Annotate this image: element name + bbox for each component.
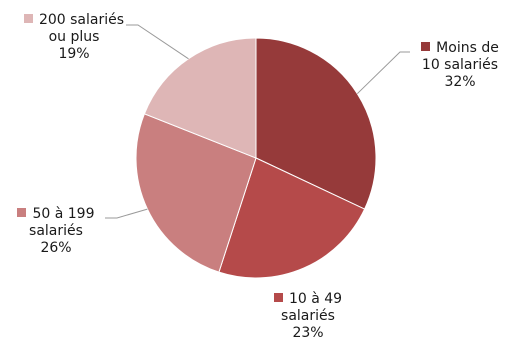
slice-label-200-ou-plus: 200 salariés ou plus 19%	[4, 12, 144, 63]
legend-swatch-50-a-199	[17, 208, 27, 217]
legend-swatch-200-ou-plus	[23, 14, 33, 23]
slice-label-line-2: salariés	[281, 308, 335, 324]
slice-label-line-1: 10 à 49	[288, 291, 343, 307]
slice-label-line-1: 200 salariés	[38, 12, 125, 28]
slice-label-moins-de-10: Moins de 10 salariés 32%	[405, 40, 515, 91]
slice-label-line-1: Moins de	[436, 40, 499, 56]
slice-label-line-2: 10 salariés	[421, 57, 499, 73]
pie-slice-moins-de-10	[255, 37, 377, 210]
pie-slice-50-a-199	[135, 113, 257, 273]
slice-percent-label: 23%	[292, 325, 324, 341]
leader-line-50-a-199	[105, 208, 148, 219]
legend-swatch-10-a-49	[273, 293, 283, 302]
slice-label-line-2: ou plus	[48, 29, 100, 45]
leader-line-200-ou-plus	[126, 24, 189, 60]
slice-label-line-2: salariés	[29, 223, 83, 239]
slice-label-10-a-49: 10 à 49 salariés 23%	[258, 291, 358, 342]
slice-label-line-1: 50 à 199	[32, 206, 95, 222]
slice-label-50-a-199: 50 à 199 salariés 26%	[4, 206, 108, 257]
legend-swatch-moins-de-10	[421, 42, 431, 51]
slice-percent-label: 32%	[444, 74, 476, 90]
leader-line-moins-de-10	[356, 51, 410, 95]
slice-percent-label: 26%	[40, 240, 72, 256]
pie-slice-10-a-49	[218, 157, 366, 279]
pie-slice-200-ou-plus	[143, 37, 257, 159]
slice-percent-label: 19%	[58, 46, 90, 62]
